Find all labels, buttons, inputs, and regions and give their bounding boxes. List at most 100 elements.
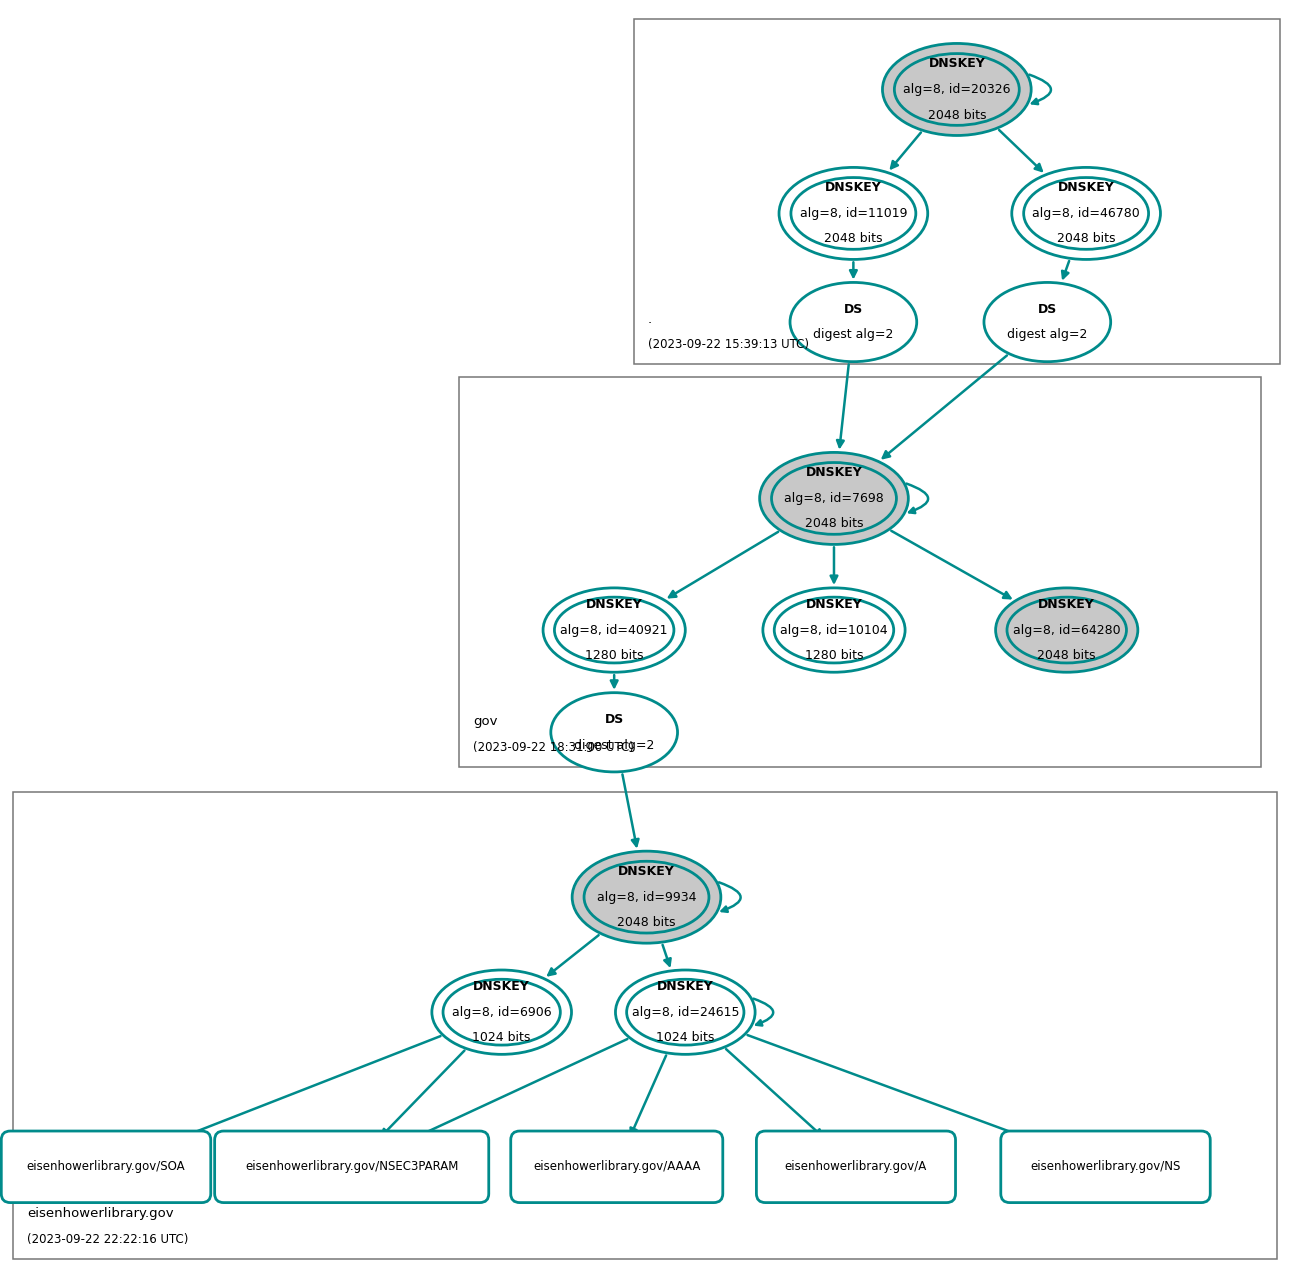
Ellipse shape [984, 282, 1111, 362]
Text: alg=8, id=24615: alg=8, id=24615 [631, 1006, 740, 1019]
Text: alg=8, id=11019: alg=8, id=11019 [799, 207, 908, 220]
FancyArrowPatch shape [610, 675, 618, 688]
FancyArrowPatch shape [891, 530, 1010, 598]
Text: alg=8, id=10104: alg=8, id=10104 [780, 624, 888, 636]
Text: digest alg=2: digest alg=2 [1007, 328, 1087, 341]
Ellipse shape [1024, 178, 1148, 249]
FancyArrowPatch shape [180, 1036, 441, 1139]
Ellipse shape [543, 588, 685, 672]
FancyBboxPatch shape [634, 19, 1280, 364]
Ellipse shape [772, 463, 896, 534]
Text: 1024 bits: 1024 bits [472, 1031, 531, 1044]
Text: (2023-09-22 15:39:13 UTC): (2023-09-22 15:39:13 UTC) [648, 339, 809, 351]
Text: 1024 bits: 1024 bits [656, 1031, 715, 1044]
Ellipse shape [1011, 167, 1161, 259]
Text: 2048 bits: 2048 bits [1056, 233, 1116, 245]
FancyBboxPatch shape [1001, 1131, 1210, 1203]
Ellipse shape [882, 43, 1032, 135]
FancyBboxPatch shape [13, 792, 1277, 1259]
FancyArrowPatch shape [883, 355, 1007, 458]
Text: eisenhowerlibrary.gov/NSEC3PARAM: eisenhowerlibrary.gov/NSEC3PARAM [244, 1160, 459, 1173]
Text: eisenhowerlibrary.gov/SOA: eisenhowerlibrary.gov/SOA [27, 1160, 185, 1173]
Ellipse shape [996, 588, 1138, 672]
Text: digest alg=2: digest alg=2 [813, 328, 893, 341]
FancyBboxPatch shape [756, 1131, 956, 1203]
Ellipse shape [1007, 597, 1126, 663]
FancyArrowPatch shape [906, 483, 928, 512]
Text: 2048 bits: 2048 bits [927, 109, 987, 121]
FancyArrowPatch shape [719, 882, 741, 911]
Ellipse shape [763, 588, 905, 672]
Text: DNSKEY: DNSKEY [806, 598, 862, 611]
Text: DS: DS [605, 713, 623, 726]
FancyArrowPatch shape [622, 774, 639, 846]
Ellipse shape [551, 693, 678, 772]
Text: (2023-09-22 22:22:16 UTC): (2023-09-22 22:22:16 UTC) [27, 1233, 189, 1246]
Ellipse shape [443, 979, 560, 1045]
FancyArrowPatch shape [747, 1035, 1028, 1139]
Text: DNSKEY: DNSKEY [657, 980, 714, 993]
Text: alg=8, id=7698: alg=8, id=7698 [784, 492, 884, 505]
FancyArrowPatch shape [1029, 74, 1051, 104]
FancyArrowPatch shape [662, 944, 671, 966]
FancyArrowPatch shape [548, 935, 599, 975]
Text: alg=8, id=64280: alg=8, id=64280 [1012, 624, 1121, 636]
Text: 2048 bits: 2048 bits [617, 916, 676, 929]
Text: alg=8, id=40921: alg=8, id=40921 [560, 624, 668, 636]
Text: 2048 bits: 2048 bits [824, 233, 883, 245]
FancyArrowPatch shape [668, 532, 778, 597]
Text: (2023-09-22 18:31:00 UTC): (2023-09-22 18:31:00 UTC) [473, 741, 634, 754]
Ellipse shape [760, 452, 908, 544]
Text: DNSKEY: DNSKEY [806, 466, 862, 479]
Text: DNSKEY: DNSKEY [1058, 181, 1115, 194]
Text: 2048 bits: 2048 bits [1037, 649, 1096, 662]
Text: DNSKEY: DNSKEY [1038, 598, 1095, 611]
Text: alg=8, id=6906: alg=8, id=6906 [451, 1006, 552, 1019]
Text: alg=8, id=9934: alg=8, id=9934 [597, 891, 696, 904]
Text: DNSKEY: DNSKEY [618, 865, 675, 878]
FancyBboxPatch shape [511, 1131, 723, 1203]
Text: 1280 bits: 1280 bits [584, 649, 644, 662]
Text: DNSKEY: DNSKEY [825, 181, 882, 194]
Text: eisenhowerlibrary.gov/NS: eisenhowerlibrary.gov/NS [1031, 1160, 1181, 1173]
Text: DNSKEY: DNSKEY [586, 598, 643, 611]
Text: 1280 bits: 1280 bits [804, 649, 864, 662]
FancyBboxPatch shape [459, 377, 1261, 767]
Text: alg=8, id=20326: alg=8, id=20326 [903, 83, 1011, 96]
FancyArrowPatch shape [891, 133, 921, 169]
Text: DNSKEY: DNSKEY [928, 58, 985, 70]
Ellipse shape [432, 970, 572, 1054]
FancyArrowPatch shape [1062, 261, 1069, 279]
Ellipse shape [584, 861, 709, 933]
FancyArrowPatch shape [415, 1039, 627, 1137]
FancyArrowPatch shape [999, 130, 1042, 171]
Ellipse shape [627, 979, 743, 1045]
FancyArrowPatch shape [830, 547, 838, 583]
FancyBboxPatch shape [1, 1131, 211, 1203]
Text: eisenhowerlibrary.gov/A: eisenhowerlibrary.gov/A [785, 1160, 927, 1173]
FancyArrowPatch shape [381, 1051, 464, 1136]
FancyArrowPatch shape [631, 1056, 666, 1135]
Text: alg=8, id=46780: alg=8, id=46780 [1032, 207, 1140, 220]
FancyArrowPatch shape [850, 262, 857, 277]
Ellipse shape [555, 597, 674, 663]
Ellipse shape [791, 178, 915, 249]
Ellipse shape [778, 167, 928, 259]
Text: eisenhowerlibrary.gov/AAAA: eisenhowerlibrary.gov/AAAA [533, 1160, 701, 1173]
Text: 2048 bits: 2048 bits [804, 518, 864, 530]
Ellipse shape [790, 282, 917, 362]
Ellipse shape [615, 970, 755, 1054]
Text: DNSKEY: DNSKEY [473, 980, 530, 993]
FancyArrowPatch shape [754, 998, 773, 1025]
FancyArrowPatch shape [727, 1049, 822, 1136]
Ellipse shape [775, 597, 893, 663]
FancyArrowPatch shape [837, 364, 848, 447]
Text: DS: DS [844, 303, 862, 316]
Text: .: . [648, 313, 652, 326]
Text: gov: gov [473, 716, 498, 728]
Text: eisenhowerlibrary.gov: eisenhowerlibrary.gov [27, 1208, 173, 1220]
FancyBboxPatch shape [215, 1131, 489, 1203]
Text: digest alg=2: digest alg=2 [574, 739, 654, 751]
Text: DS: DS [1038, 303, 1056, 316]
Ellipse shape [895, 54, 1019, 125]
